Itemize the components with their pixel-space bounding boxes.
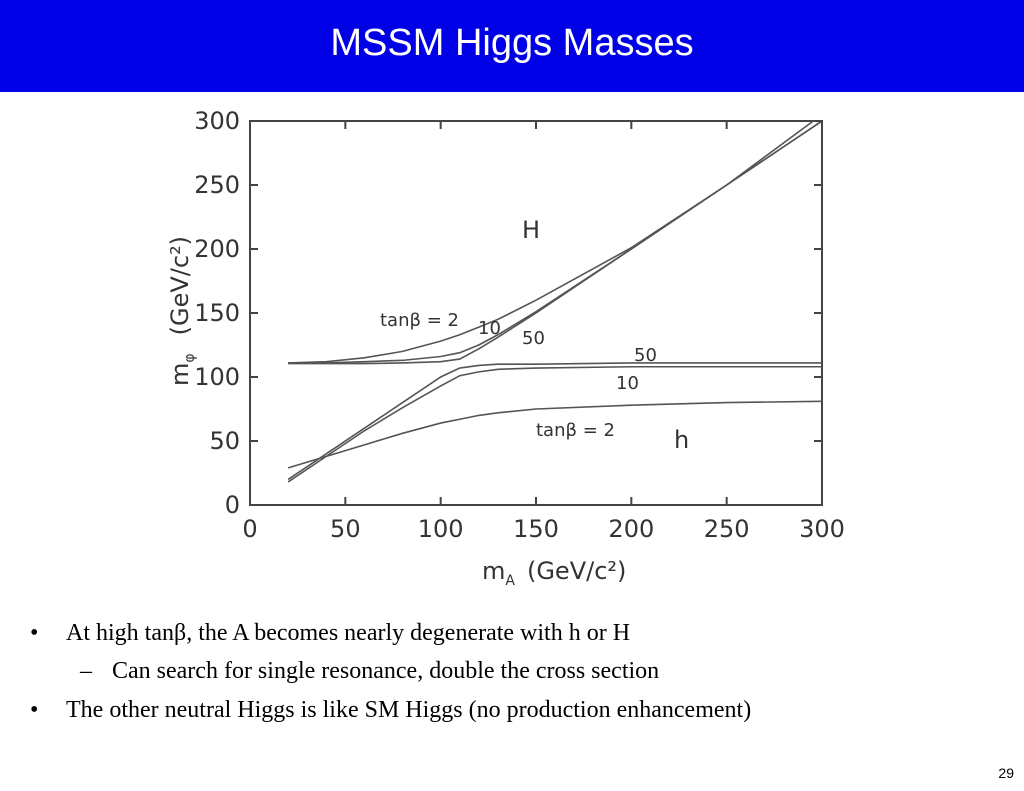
x-tick-label: 250 — [704, 515, 750, 543]
series-label: 10 — [478, 318, 501, 339]
series-line — [288, 121, 822, 365]
annotation: h — [674, 426, 689, 454]
series-line — [288, 121, 815, 364]
y-tick-label: 300 — [194, 107, 240, 135]
bullet-marker: • — [30, 620, 39, 646]
series-line — [287, 400, 822, 469]
y-tick-label: 200 — [194, 235, 240, 263]
y-axis-label: mφ(GeV/c²) — [166, 236, 198, 386]
y-tick-label: 250 — [194, 171, 240, 199]
chart: mA (GeV/c²) mφ(GeV/c²) H h 0 50 100 150 200 25… — [166, 107, 845, 589]
bullet-text: Can search for single resonance, double … — [112, 658, 660, 684]
x-tick-label: 300 — [799, 515, 845, 543]
bullet-marker: – — [80, 658, 92, 684]
series-label: 50 — [522, 328, 545, 349]
x-tick-label: 200 — [608, 515, 654, 543]
page-number: 29 — [998, 765, 1014, 781]
y-tick-label: 100 — [194, 363, 240, 391]
bullet-text: At high tanβ, the A becomes nearly degen… — [66, 620, 631, 646]
y-tick-label: 50 — [209, 427, 240, 455]
series-line — [287, 365, 822, 483]
series-line — [287, 362, 822, 481]
title-banner — [0, 0, 1024, 92]
series-line — [288, 121, 822, 364]
series-label: tanβ = 2 — [380, 310, 459, 331]
bullet-marker: • — [30, 697, 39, 723]
slide-title: MSSM Higgs Masses — [330, 22, 694, 64]
bullet-text: The other neutral Higgs is like SM Higgs… — [66, 697, 752, 723]
y-tick-label: 150 — [194, 299, 240, 327]
series-label: tanβ = 2 — [536, 420, 615, 441]
x-tick-label: 100 — [418, 515, 464, 543]
series-label: 50 — [634, 345, 657, 366]
annotation: H — [522, 216, 540, 244]
x-axis-label: mA (GeV/c²) — [482, 557, 626, 589]
x-tick-label: 0 — [242, 515, 257, 543]
y-tick-label: 0 — [225, 491, 240, 519]
x-tick-label: 50 — [330, 515, 361, 543]
series-label: 10 — [616, 373, 639, 394]
x-tick-label: 150 — [513, 515, 559, 543]
